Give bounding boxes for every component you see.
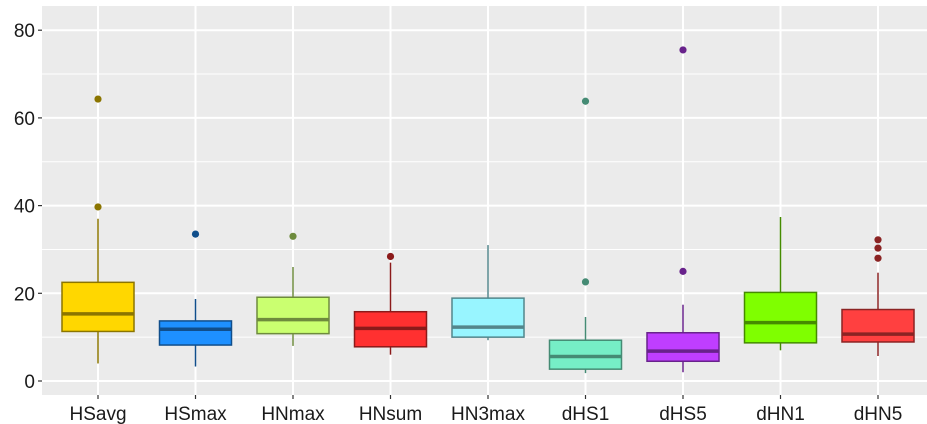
x-tick-label: dHN1 (756, 404, 805, 424)
box-dHN5 (841, 236, 915, 357)
outlier-point (94, 95, 102, 103)
y-tick-label: 40 (14, 197, 35, 218)
outlier-point (581, 278, 590, 286)
box-body (743, 291, 818, 344)
box-body (841, 308, 915, 343)
box-body (61, 281, 135, 333)
box-dHN1 (743, 217, 818, 351)
box-dHS1 (548, 97, 623, 374)
x-tick-label: dHS5 (659, 404, 707, 424)
box-body (256, 296, 330, 335)
outlier-point (191, 230, 200, 238)
box-HNsum (353, 252, 428, 355)
y-tick-label: 0 (24, 372, 35, 393)
x-tick-label: HNsum (359, 404, 422, 424)
x-tick-label: dHS1 (562, 404, 610, 424)
y-axis: 0 20 40 60 80 (14, 21, 42, 393)
box-HSavg (61, 95, 135, 364)
box-body (548, 339, 623, 370)
outlier-point (581, 97, 590, 105)
y-tick-label: 20 (14, 284, 35, 305)
box-HNmax (256, 232, 330, 346)
y-tick-label: 80 (14, 21, 35, 42)
x-tick-label: dHN5 (854, 404, 903, 424)
outlier-point (874, 254, 882, 262)
x-tick-label: HN3max (451, 404, 525, 424)
outlier-point (94, 203, 102, 211)
outlier-point (679, 46, 687, 54)
outlier-point (874, 244, 882, 252)
box-dHS5 (646, 46, 720, 373)
box-body (158, 320, 233, 346)
y-tick-label: 60 (14, 109, 35, 130)
box-body (451, 297, 525, 338)
x-tick-label: HSavg (69, 404, 126, 424)
outlier-point (874, 236, 882, 244)
x-tick-label: HSmax (164, 404, 227, 424)
x-axis: HSavg HSmax HNmax HNsum HN3max dHS1 dHS5 dHN1 dH… (69, 395, 902, 424)
box-HN3max (451, 245, 525, 341)
boxes-layer (61, 46, 915, 374)
outlier-point (289, 232, 297, 240)
x-tick-label: HNmax (261, 404, 325, 424)
outlier-point (386, 252, 395, 261)
box-body (646, 332, 720, 363)
box-HSmax (158, 230, 233, 367)
outlier-point (679, 267, 687, 275)
